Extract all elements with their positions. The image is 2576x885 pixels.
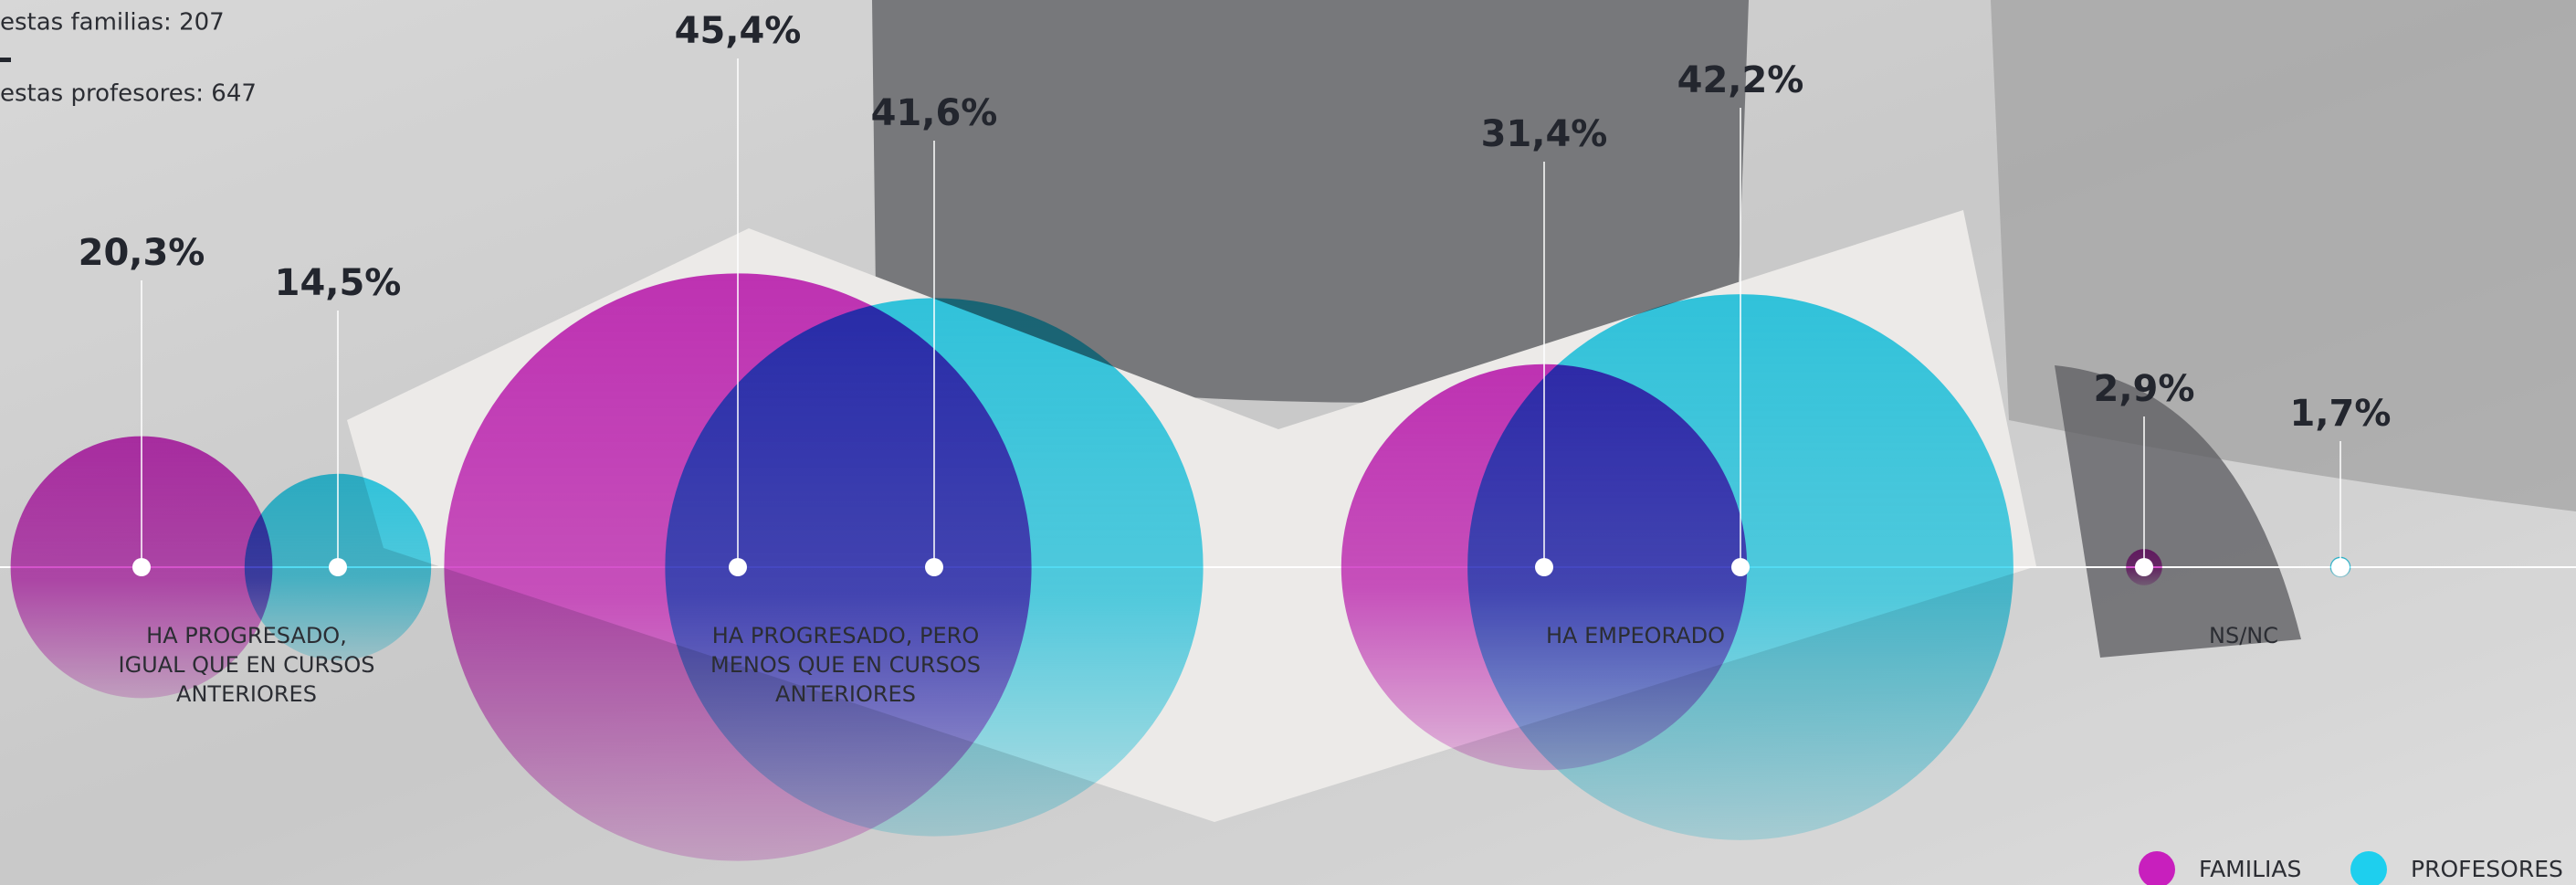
note: estas familias: 207 xyxy=(0,9,225,37)
point xyxy=(132,558,151,576)
legend-label: FAMILIAS xyxy=(2199,856,2301,882)
category-label: NS/NC xyxy=(2209,623,2278,648)
point xyxy=(1535,558,1553,576)
category-line: HA PROGRESADO, xyxy=(146,623,347,648)
value-label: 42,2% xyxy=(1677,59,1804,101)
legend-label: PROFESORES xyxy=(2411,856,2563,882)
point xyxy=(2135,558,2153,576)
divider xyxy=(0,58,11,62)
category-line: HA PROGRESADO, PERO xyxy=(712,623,980,648)
point xyxy=(925,558,943,576)
value-label: 2,9% xyxy=(2094,368,2195,410)
point xyxy=(1731,558,1750,576)
category-label: HA PROGRESADO, IGUAL QUE EN CURSOS ANTERIO… xyxy=(118,623,374,707)
value-label: 20,3% xyxy=(79,232,205,274)
category-line: MENOS QUE EN CURSOS xyxy=(710,652,981,678)
category-label: HA PROGRESADO, PERO MENOS QUE EN CURSOS AN… xyxy=(710,623,981,707)
legend-swatch xyxy=(2139,851,2175,885)
note: estas profesores: 647 xyxy=(0,80,257,108)
category-line: ANTERIORES xyxy=(775,681,916,707)
category-line: HA EMPEORADO xyxy=(1546,623,1725,648)
category-line: ANTERIORES xyxy=(176,681,317,707)
point xyxy=(729,558,747,576)
value-label: 14,5% xyxy=(275,262,402,304)
category-line: NS/NC xyxy=(2209,623,2278,648)
value-label: 31,4% xyxy=(1481,113,1608,155)
value-label: 1,7% xyxy=(2290,393,2392,435)
category-label: HA EMPEORADO xyxy=(1546,623,1725,648)
value-label: 45,4% xyxy=(675,10,802,52)
point xyxy=(2331,558,2350,576)
category-line: IGUAL QUE EN CURSOS xyxy=(118,652,374,678)
value-label: 41,6% xyxy=(871,92,998,134)
point xyxy=(329,558,347,576)
legend-swatch xyxy=(2350,851,2387,885)
labels: 20,3% 14,5% HA PROGRESADO, IGUAL QUE EN CUR… xyxy=(79,10,2392,707)
